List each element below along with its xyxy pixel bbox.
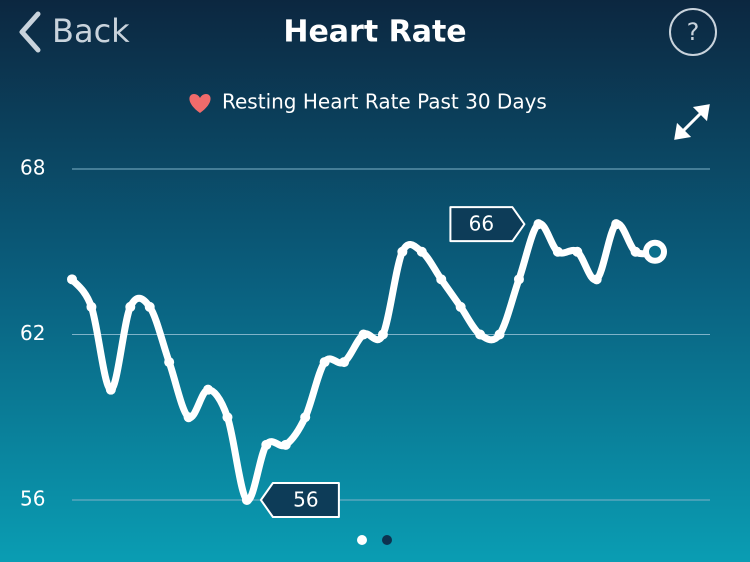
point <box>280 439 291 450</box>
back-button[interactable]: Back <box>19 11 130 53</box>
callout-label: 66 <box>469 212 494 236</box>
point <box>183 412 194 423</box>
chart-subtitle: Resting Heart Rate Past 30 Days <box>222 90 547 114</box>
point <box>319 357 330 368</box>
callout-label: 56 <box>293 488 318 512</box>
callout-box <box>449 206 526 243</box>
point <box>261 439 272 450</box>
callout: 66 <box>449 206 526 243</box>
point <box>125 301 136 312</box>
callout: 56 <box>259 482 340 518</box>
point <box>222 412 233 423</box>
point <box>591 274 602 285</box>
point <box>339 357 350 368</box>
point <box>397 246 408 257</box>
last-point <box>643 239 667 264</box>
point <box>241 495 252 505</box>
point <box>358 329 369 340</box>
help-circle <box>669 8 717 56</box>
page-dot-active[interactable] <box>357 535 367 545</box>
point <box>436 274 447 285</box>
point <box>513 274 524 285</box>
point <box>533 219 544 230</box>
point <box>105 384 116 395</box>
point <box>572 246 583 257</box>
expand-arrow <box>674 122 692 140</box>
heart-icon <box>189 94 211 113</box>
point <box>416 246 427 257</box>
back-arrow <box>19 11 41 53</box>
screen-title: Heart Rate <box>283 15 466 50</box>
callout-box <box>259 482 340 518</box>
y-tick-label: 56 <box>20 487 45 511</box>
page-dot[interactable] <box>382 535 392 545</box>
point <box>86 301 97 312</box>
point <box>494 329 505 340</box>
point <box>475 329 486 340</box>
help-button[interactable]: ? <box>669 8 717 56</box>
help-label: ? <box>687 18 700 46</box>
point <box>630 246 641 257</box>
point <box>455 301 466 312</box>
point <box>377 329 388 340</box>
expand-button[interactable] <box>674 104 710 140</box>
point <box>67 274 77 285</box>
point <box>552 246 563 257</box>
point <box>164 357 175 368</box>
expand-arrow <box>692 104 710 122</box>
point <box>611 219 622 230</box>
point <box>203 384 214 395</box>
point <box>300 412 311 423</box>
y-tick-label: 68 <box>20 156 45 180</box>
back-label: Back <box>52 12 130 50</box>
y-tick-label: 62 <box>20 321 45 345</box>
point <box>144 301 155 312</box>
